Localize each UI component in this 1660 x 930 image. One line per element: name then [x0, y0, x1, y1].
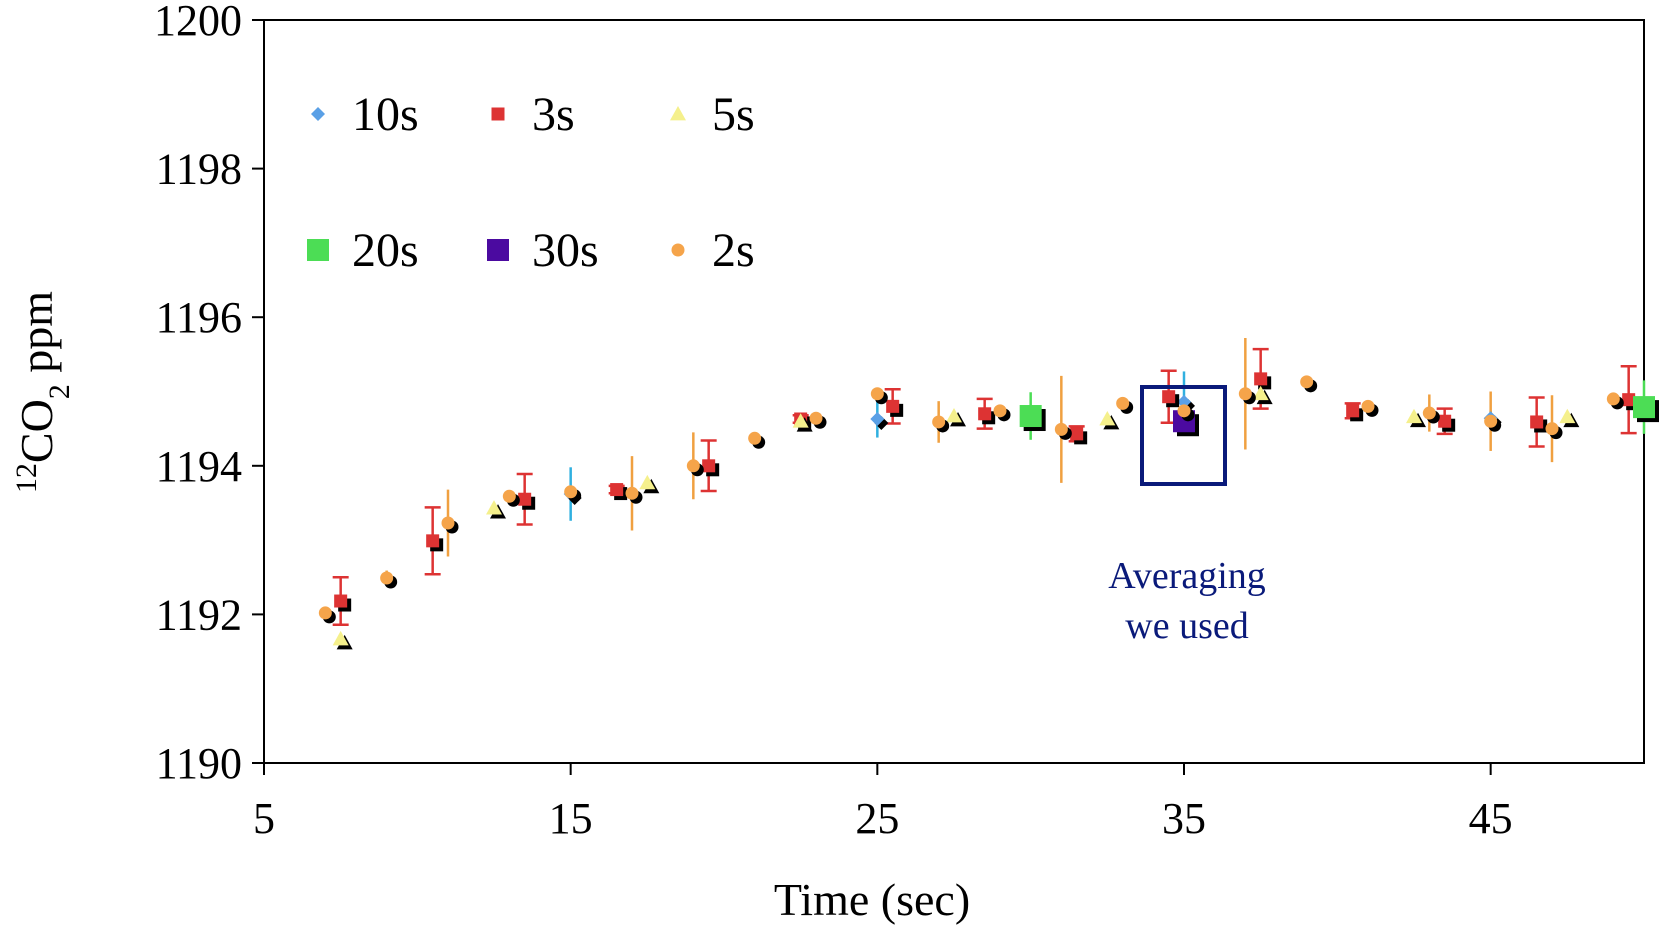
marker: [1099, 410, 1116, 426]
marker: [870, 387, 884, 401]
y-tick-label: 1198: [156, 145, 242, 194]
x-axis-title: Time (sec): [774, 874, 970, 925]
marker: [1019, 405, 1042, 428]
x-tick-label: 35: [1162, 794, 1206, 843]
marker: [1116, 396, 1130, 410]
marker: [748, 431, 762, 445]
marker: [1422, 406, 1436, 420]
marker: [332, 630, 349, 646]
marker: [993, 404, 1007, 418]
marker: [1300, 375, 1314, 389]
marker: [610, 483, 624, 497]
y-axis-title-sup: 12: [10, 463, 43, 493]
annotation-text: Averaging: [1108, 555, 1266, 597]
marker: [870, 411, 885, 426]
x-tick-label: 15: [549, 794, 593, 843]
marker: [1252, 385, 1269, 401]
marker: [441, 516, 455, 530]
marker: [978, 407, 992, 421]
x-tick-label: 25: [855, 794, 899, 843]
marker: [380, 571, 394, 585]
marker: [1361, 399, 1375, 413]
marker: [1484, 414, 1498, 428]
marker: [1406, 408, 1422, 424]
x-tick-label: 45: [1469, 794, 1513, 843]
marker: [1530, 415, 1544, 429]
marker: [1622, 393, 1636, 407]
marker: [1346, 404, 1360, 418]
marker: [1162, 390, 1176, 404]
y-axis-title: 12CO2 ppm: [10, 291, 76, 493]
legend-label: 3s: [532, 88, 575, 141]
marker: [1054, 422, 1068, 436]
marker: [625, 486, 639, 500]
legend-marker: [670, 106, 686, 121]
legend-entry: 20s: [307, 224, 419, 277]
marker: [702, 459, 716, 473]
marker: [426, 534, 440, 548]
marker: [1177, 404, 1191, 418]
annotation-text: we used: [1125, 605, 1248, 647]
marker: [639, 474, 656, 490]
legend-marker: [671, 243, 685, 257]
legend-label: 30s: [532, 224, 599, 277]
y-tick-label: 1196: [156, 293, 242, 342]
marker: [809, 411, 823, 425]
marker: [686, 459, 700, 473]
marker: [334, 594, 348, 608]
plot-frame: [263, 19, 1645, 764]
marker: [502, 489, 516, 503]
marker: [1070, 427, 1084, 441]
x-tick-label: 5: [253, 794, 275, 843]
y-axis-title-main: CO: [11, 399, 62, 463]
legend-label: 10s: [352, 88, 419, 141]
marker: [792, 413, 809, 428]
marker: [1633, 396, 1655, 419]
marker: [1254, 372, 1268, 386]
marker: [1559, 408, 1576, 424]
marker: [318, 606, 332, 620]
legend-marker: [491, 107, 505, 121]
legend-marker: [311, 107, 325, 121]
legend-label: 20s: [352, 224, 419, 277]
marker: [1545, 422, 1559, 436]
legend-entry: 5s: [670, 88, 755, 141]
legend-label: 2s: [712, 224, 755, 277]
y-tick-label: 1190: [156, 739, 242, 788]
legend-entry: 2s: [671, 224, 755, 277]
y-tick-label: 1200: [154, 0, 242, 45]
marker: [1238, 387, 1252, 401]
legend-entry: 10s: [311, 88, 419, 141]
y-tick-label: 1194: [156, 442, 242, 491]
marker: [886, 399, 900, 413]
marker: [1606, 392, 1620, 406]
marker: [946, 408, 962, 423]
legend-entry: 3s: [491, 88, 575, 141]
y-axis-title-sub: 2: [43, 384, 76, 399]
marker: [932, 415, 946, 429]
legend-marker: [307, 239, 329, 261]
legend-marker: [487, 239, 509, 261]
marker: [1438, 414, 1452, 428]
y-tick-label: 1192: [156, 590, 242, 639]
marker: [518, 492, 532, 506]
marker: [486, 500, 502, 515]
annotation-box: [1140, 385, 1227, 486]
legend-label: 5s: [712, 88, 755, 141]
marker: [564, 485, 578, 499]
legend-entry: 30s: [487, 224, 599, 277]
y-axis-title-unit: ppm: [11, 291, 62, 385]
